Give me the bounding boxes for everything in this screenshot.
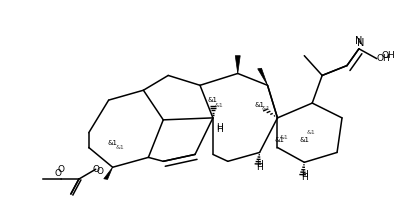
Text: &1: &1 <box>116 145 125 150</box>
Text: O: O <box>54 169 62 178</box>
Text: H: H <box>256 160 263 169</box>
Text: O: O <box>97 167 104 176</box>
Text: &1: &1 <box>262 106 270 111</box>
Text: &1: &1 <box>108 140 118 146</box>
Text: O: O <box>92 165 99 174</box>
Text: H: H <box>301 170 307 179</box>
Text: &1: &1 <box>274 137 285 143</box>
Text: OH: OH <box>377 54 391 63</box>
Text: H: H <box>256 163 263 172</box>
Text: &1: &1 <box>279 135 288 140</box>
Text: H: H <box>216 123 223 132</box>
Text: &1: &1 <box>306 130 315 135</box>
Text: &1: &1 <box>255 102 265 108</box>
Text: OH: OH <box>382 51 395 60</box>
Text: N: N <box>357 38 365 48</box>
Polygon shape <box>235 56 240 73</box>
Polygon shape <box>104 167 112 179</box>
Text: H: H <box>216 125 223 134</box>
Polygon shape <box>258 68 268 85</box>
Text: &1: &1 <box>208 97 218 103</box>
Text: &1: &1 <box>299 137 309 143</box>
Text: N: N <box>355 36 363 46</box>
Text: O: O <box>58 165 64 174</box>
Text: H: H <box>301 173 307 182</box>
Text: &1: &1 <box>215 102 224 107</box>
